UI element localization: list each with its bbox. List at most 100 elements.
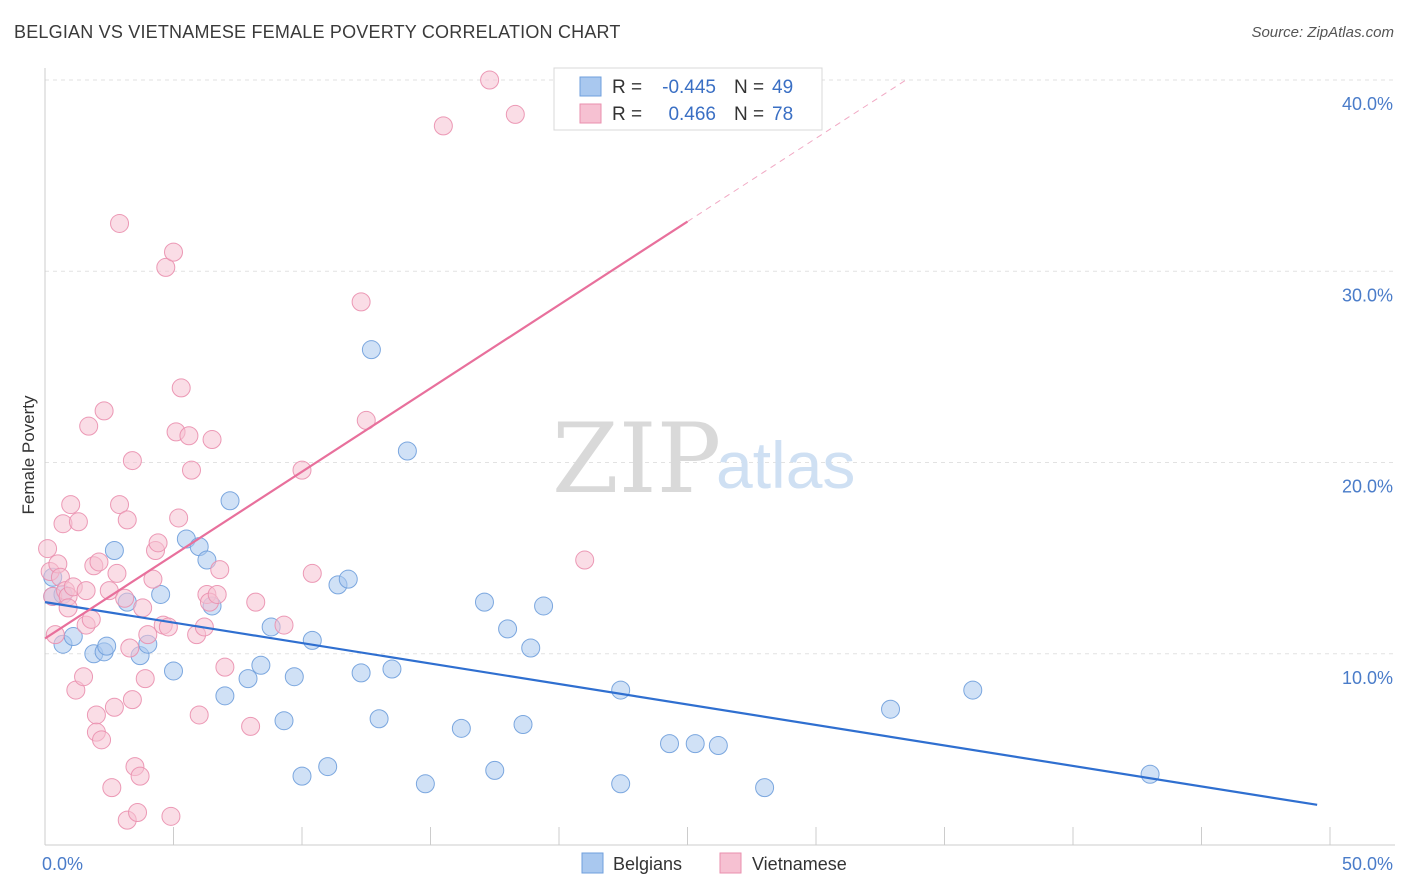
point-belgians-27	[318, 757, 338, 777]
point-vietnamese-75	[575, 550, 595, 570]
point-vietnamese-50	[164, 242, 183, 262]
point-belgians-31	[361, 340, 381, 360]
point-vietnamese-43	[143, 569, 163, 589]
point-vietnamese-61	[202, 430, 222, 450]
point-belgians-16	[197, 550, 217, 570]
point-belgians-32	[369, 709, 389, 729]
point-belgians-39	[498, 619, 518, 639]
point-vietnamese-66	[246, 592, 266, 612]
watermark-atlas: atlas	[716, 428, 855, 502]
point-vietnamese-24	[94, 401, 114, 421]
point-vietnamese-26	[102, 778, 122, 798]
point-vietnamese-42	[138, 625, 158, 645]
point-vietnamese-70	[351, 292, 371, 312]
point-vietnamese-14	[74, 667, 94, 687]
legend-label-vietnamese: Vietnamese	[752, 854, 847, 874]
y-tick-label-1: 20.0%	[1342, 477, 1393, 497]
legend-n-value-belgians: 49	[772, 77, 793, 98]
point-vietnamese-29	[110, 495, 130, 515]
point-belgians-23	[274, 711, 294, 731]
point-vietnamese-55	[181, 460, 201, 480]
point-belgians-21	[251, 655, 271, 675]
legend-label-belgians: Belgians	[613, 854, 682, 874]
point-vietnamese-73	[480, 70, 500, 90]
point-belgians-44	[611, 680, 631, 700]
grid-lines	[45, 79, 1395, 655]
point-belgians-12	[151, 584, 171, 604]
y-tick-label-2: 30.0%	[1342, 285, 1393, 305]
point-vietnamese-62	[207, 584, 227, 604]
legend-swatch-belgians	[579, 76, 602, 97]
point-vietnamese-54	[179, 426, 199, 446]
point-vietnamese-67	[274, 615, 294, 635]
point-vietnamese-53	[171, 378, 191, 398]
point-vietnamese-22	[89, 552, 109, 572]
point-vietnamese-35	[122, 451, 142, 471]
point-belgians-51	[1140, 764, 1160, 784]
point-belgians-46	[685, 734, 705, 754]
point-vietnamese-63	[210, 560, 230, 580]
legend-swatch-belgians-bottom	[581, 852, 604, 874]
legend-r-value-belgians: -0.445	[662, 77, 716, 98]
legend-swatch-vietnamese	[579, 103, 602, 124]
point-belgians-36	[451, 718, 471, 738]
point-vietnamese-72	[433, 116, 453, 136]
point-belgians-41	[521, 638, 541, 658]
point-vietnamese-39	[130, 766, 150, 786]
legend-n-label-vietnamese: N =	[734, 104, 764, 125]
y-tick-label-3: 40.0%	[1342, 94, 1393, 114]
point-vietnamese-20	[86, 705, 106, 725]
data-points	[38, 70, 1160, 830]
point-vietnamese-16	[76, 581, 96, 601]
point-belgians-29	[338, 569, 358, 589]
point-vietnamese-47	[156, 257, 176, 277]
point-belgians-30	[351, 663, 371, 683]
y-axis-label: Female Poverty	[19, 395, 38, 515]
trend-line-belgians	[44, 601, 1318, 806]
point-vietnamese-30	[110, 213, 130, 233]
point-vietnamese-49	[161, 806, 181, 826]
point-belgians-45	[660, 734, 680, 754]
point-vietnamese-52	[169, 508, 189, 528]
point-belgians-18	[215, 686, 235, 706]
stats-legend: R = -0.445 N = 49 R = 0.466 N = 78	[553, 67, 823, 131]
point-belgians-25	[292, 766, 312, 786]
point-belgians-8	[104, 540, 124, 560]
point-vietnamese-64	[215, 657, 235, 677]
point-belgians-38	[485, 760, 505, 780]
point-vietnamese-32	[117, 510, 137, 530]
point-vietnamese-13	[68, 512, 88, 532]
point-vietnamese-23	[92, 730, 112, 750]
watermark-zip: ZIP	[552, 403, 721, 515]
point-belgians-47	[708, 736, 728, 756]
point-belgians-40	[513, 715, 533, 735]
axis-ticks: 10.0% 20.0% 30.0% 40.0% 0.0% 50.0%	[42, 94, 1393, 874]
y-tick-label-0: 10.0%	[1342, 668, 1393, 688]
point-vietnamese-74	[505, 104, 525, 124]
point-vietnamese-41	[135, 669, 155, 689]
point-vietnamese-31	[115, 588, 135, 608]
point-belgians-48	[755, 778, 775, 798]
point-belgians-37	[474, 592, 494, 612]
trend-lines	[44, 79, 1318, 806]
point-belgians-20	[238, 669, 258, 689]
watermark: ZIP atlas	[552, 403, 855, 515]
series-legend: Belgians Vietnamese	[581, 852, 847, 874]
source-label: Source: ZipAtlas.com	[1251, 24, 1394, 41]
point-vietnamese-36	[122, 690, 142, 710]
point-belgians-13	[164, 661, 183, 681]
point-belgians-34	[397, 441, 417, 461]
point-belgians-35	[415, 774, 435, 794]
point-vietnamese-28	[107, 563, 127, 583]
x-tick-label-0: 0.0%	[42, 854, 83, 874]
x-tick-label-1: 50.0%	[1342, 854, 1393, 874]
trend-line-vietnamese	[44, 220, 689, 640]
chart-title: BELGIAN VS VIETNAMESE FEMALE POVERTY COR…	[14, 22, 621, 42]
legend-n-label-belgians: N =	[734, 77, 764, 98]
point-vietnamese-0	[38, 539, 58, 559]
axes	[44, 68, 1395, 846]
point-belgians-19	[220, 491, 240, 511]
point-belgians-7	[97, 636, 117, 656]
point-vietnamese-34	[120, 638, 140, 658]
